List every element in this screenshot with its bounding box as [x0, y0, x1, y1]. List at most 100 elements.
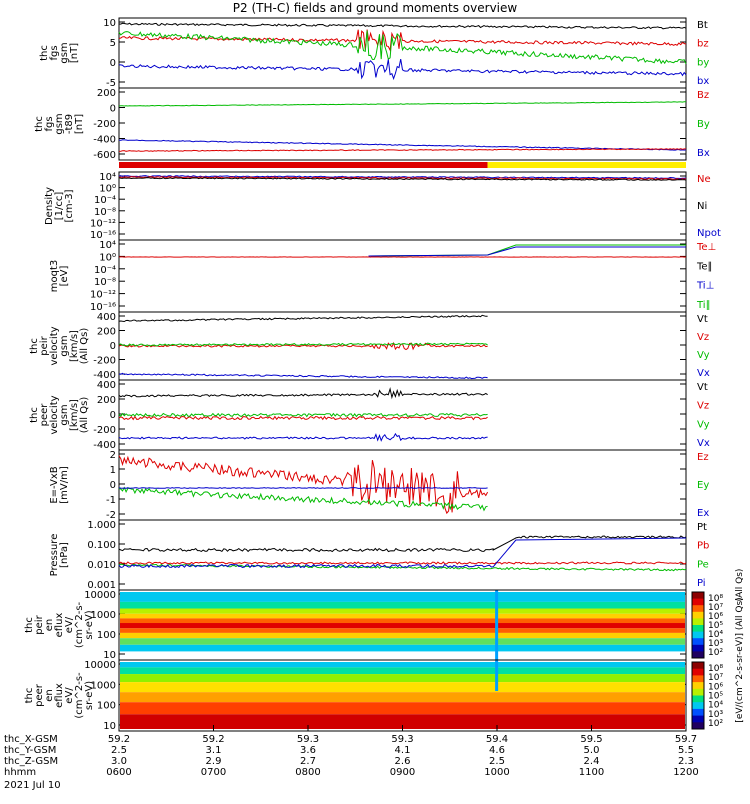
colorbar-seg-peer-2	[692, 675, 704, 682]
chart-title: P2 (TH-C) fields and ground moments over…	[233, 1, 518, 15]
orbit-value-1-0: 2.5	[111, 745, 127, 756]
ytick-label-peer_spec-2: 100	[97, 701, 116, 712]
orbit-value-0-5: 59.5	[580, 734, 602, 745]
series-Vz-peer	[119, 417, 488, 420]
panel-frame-efield	[119, 450, 686, 520]
ytick-label-pressure-2: 0.010	[87, 560, 116, 571]
ylabel-peer_v-5: (All Qs)	[79, 397, 90, 434]
series-Vx-peir	[119, 373, 488, 378]
series-Pb	[119, 562, 686, 564]
side-note-pressure: (All Qs)	[735, 569, 745, 602]
spectro-band-peir_spec-3	[120, 614, 685, 619]
spectro-band-peir_spec-5	[120, 623, 685, 628]
series-Ey	[119, 488, 488, 511]
ylabel-density-2: [cm-3]	[64, 189, 75, 222]
spectro-band-peir_spec-9	[120, 645, 685, 652]
colorbar-seg-peer-6	[692, 702, 704, 709]
series-Vt-peir	[119, 315, 488, 321]
legend-fgs-by: by	[697, 57, 709, 68]
orbit-value-0-6: 59.7	[675, 734, 697, 745]
ylabel-fgs-3: [nT]	[69, 43, 80, 63]
colorbar-tick-peir-6: 10²	[708, 648, 723, 658]
orbit-value-2-4: 2.5	[489, 756, 505, 767]
ytick-label-peer_v-1: 200	[97, 395, 116, 406]
legend-pressure-Pb: Pb	[697, 541, 709, 552]
ytick-label-t89-1: 0	[110, 104, 116, 115]
spectro-band-peer_spec-5	[120, 702, 685, 714]
series-Tiperp	[369, 247, 687, 256]
ylabel-t89-4: [nT]	[74, 114, 85, 134]
legend-temp-Ti∥: Ti∥	[696, 300, 711, 311]
legend-peer_v-Vt: Vt	[697, 382, 708, 393]
legend-efield-Ex: Ex	[697, 508, 709, 519]
ylabel-pressure-1: [nPa]	[59, 542, 70, 568]
colorbar-label: [eV/(cm^2-s-sr-eV)] (All Qs)	[735, 597, 745, 722]
legend-peer_v-Vx: Vx	[697, 438, 710, 449]
spectro-band-peir_spec-2	[120, 609, 685, 614]
colorbar-seg-peir-8	[692, 645, 704, 652]
orbit-value-3-2: 0800	[295, 767, 320, 778]
ytick-label-peer_spec-0: 10000	[84, 660, 116, 671]
orbit-value-1-2: 3.6	[300, 745, 316, 756]
spectro-band-peer_spec-2	[120, 674, 685, 682]
ytick-label-t89-4: -600	[93, 150, 116, 161]
series-Bx-t89	[119, 140, 686, 150]
ytick-label-peir_spec-2: 100	[97, 630, 116, 641]
orbit-value-0-1: 59.2	[202, 734, 224, 745]
colorbar-tick-peer-6: 10²	[708, 719, 723, 729]
orbit-value-0-0: 59.2	[108, 734, 130, 745]
ytick-label-t89-2: -200	[93, 119, 116, 130]
orbit-value-3-0: 0600	[106, 767, 131, 778]
series-bx-fgs	[119, 59, 686, 79]
orbit-value-2-2: 2.7	[300, 756, 316, 767]
colorbar-seg-peir-5	[692, 625, 704, 632]
ytick-label-peer_spec-3: 10	[103, 721, 116, 732]
colorbar-seg-peer-8	[692, 716, 704, 723]
legend-efield-Ey: Ey	[697, 480, 709, 491]
series-Bz-t89	[119, 149, 686, 152]
ytick-label-peir_spec-0: 10000	[84, 590, 116, 601]
ytick-label-t89-3: -400	[93, 135, 116, 146]
ytick-label-temp-0: 10⁴	[99, 240, 116, 251]
legend-pressure-Pe: Pe	[697, 559, 709, 570]
legend-density-Ne: Ne	[697, 174, 711, 185]
spectro-band-peir_spec-6	[120, 628, 685, 633]
ytick-label-temp-3: 10⁻⁸	[94, 277, 116, 288]
ytick-label-peir_v-0: 400	[97, 312, 116, 323]
colorbar-seg-peir-9	[692, 651, 704, 658]
legend-temp-Ti⊥: Ti⊥	[696, 281, 714, 292]
ytick-label-fgs-0: 10	[103, 18, 116, 29]
orbit-value-1-3: 4.1	[395, 745, 411, 756]
panel-frame-density	[119, 172, 686, 240]
panel-frame-fgs	[119, 18, 686, 88]
legend-fgs-Bt: Bt	[697, 20, 708, 31]
orbit-row-label-3: hhmm	[4, 767, 36, 778]
orbit-row-label-0: thc_X-GSM	[4, 734, 58, 745]
ytick-label-efield-2: 0	[110, 480, 116, 491]
spectro-band-peer_spec-0	[120, 662, 685, 667]
series-Ex	[119, 488, 488, 489]
ylabel-temp-1: [eV]	[59, 266, 70, 287]
spectro-band-peir_spec-7	[120, 633, 685, 638]
panel-pressure: 1.0000.1000.0100.001Pressure[nPa]PtPbPeP…	[49, 520, 745, 601]
ytick-label-density-3: 10⁻⁸	[94, 207, 116, 218]
legend-peer_v-Vz: Vz	[697, 401, 709, 412]
colorbar-seg-peer-0	[692, 662, 704, 669]
ytick-label-fgs-2: 0	[110, 58, 116, 69]
legend-temp-Te∥: Te∥	[696, 261, 713, 272]
ytick-label-peer_v-3: -200	[93, 425, 116, 436]
orbit-value-1-5: 5.0	[584, 745, 600, 756]
colorbar-seg-peer-7	[692, 709, 704, 716]
spectro-band-peer_spec-4	[120, 692, 685, 702]
series-by-fgs	[119, 31, 686, 64]
legend-temp-Te⊥: Te⊥	[696, 242, 716, 253]
series-Vx-peer	[119, 434, 488, 441]
series-Vt-peer	[119, 389, 488, 397]
ytick-label-temp-2: 10⁻⁴	[94, 265, 116, 276]
legend-pressure-Pt: Pt	[697, 522, 707, 533]
orbit-value-1-6: 5.5	[678, 745, 694, 756]
